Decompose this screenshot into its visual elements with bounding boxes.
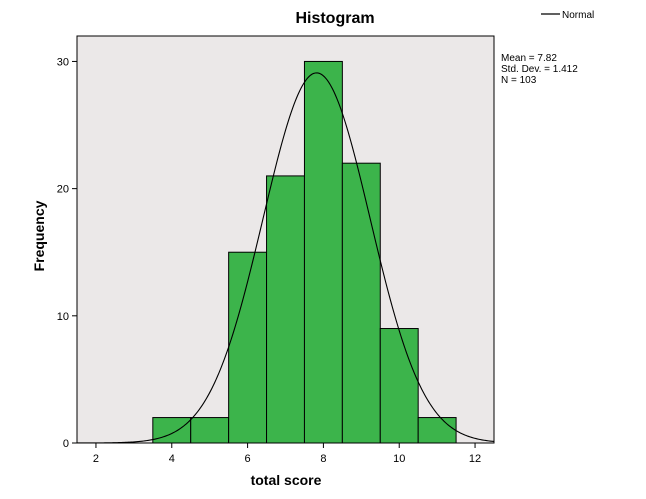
histogram-bar	[190, 417, 230, 444]
histogram-bar	[341, 162, 381, 444]
chart-title: Histogram	[295, 10, 374, 27]
histogram-bar	[152, 417, 192, 444]
stats-box: Mean = 7.82 Std. Dev. = 1.412 N = 103	[501, 53, 578, 86]
x-tick-label: 2	[93, 453, 99, 465]
y-axis-label: Frequency	[31, 200, 47, 271]
stats-std-dev: Std. Dev. = 1.412	[501, 64, 578, 75]
x-tick-label: 12	[469, 453, 481, 465]
histogram-bar	[379, 328, 419, 444]
x-axis-label: total score	[251, 472, 322, 488]
legend-normal-label: Normal	[562, 10, 594, 21]
histogram-bar	[417, 417, 457, 444]
legend: Normal	[541, 10, 594, 21]
x-axis: 2 4 6 8 10 12	[93, 443, 481, 465]
y-axis: 0 10 20 30	[57, 56, 77, 450]
x-tick-label: 8	[320, 453, 326, 465]
bars-group	[152, 60, 457, 444]
stats-mean: Mean = 7.82	[501, 53, 557, 64]
normal-curve-group	[77, 72, 495, 444]
normal-curve-line	[77, 72, 495, 444]
histogram-bar	[266, 175, 305, 444]
y-tick-label: 30	[57, 56, 69, 68]
x-tick-label: 6	[245, 453, 251, 465]
y-tick-label: 0	[63, 438, 69, 450]
y-tick-label: 10	[57, 311, 69, 323]
histogram-bar	[303, 60, 343, 444]
y-tick-label: 20	[57, 184, 69, 196]
x-tick-label: 4	[169, 453, 175, 465]
x-tick-label: 10	[393, 453, 405, 465]
stats-n: N = 103	[501, 75, 537, 86]
